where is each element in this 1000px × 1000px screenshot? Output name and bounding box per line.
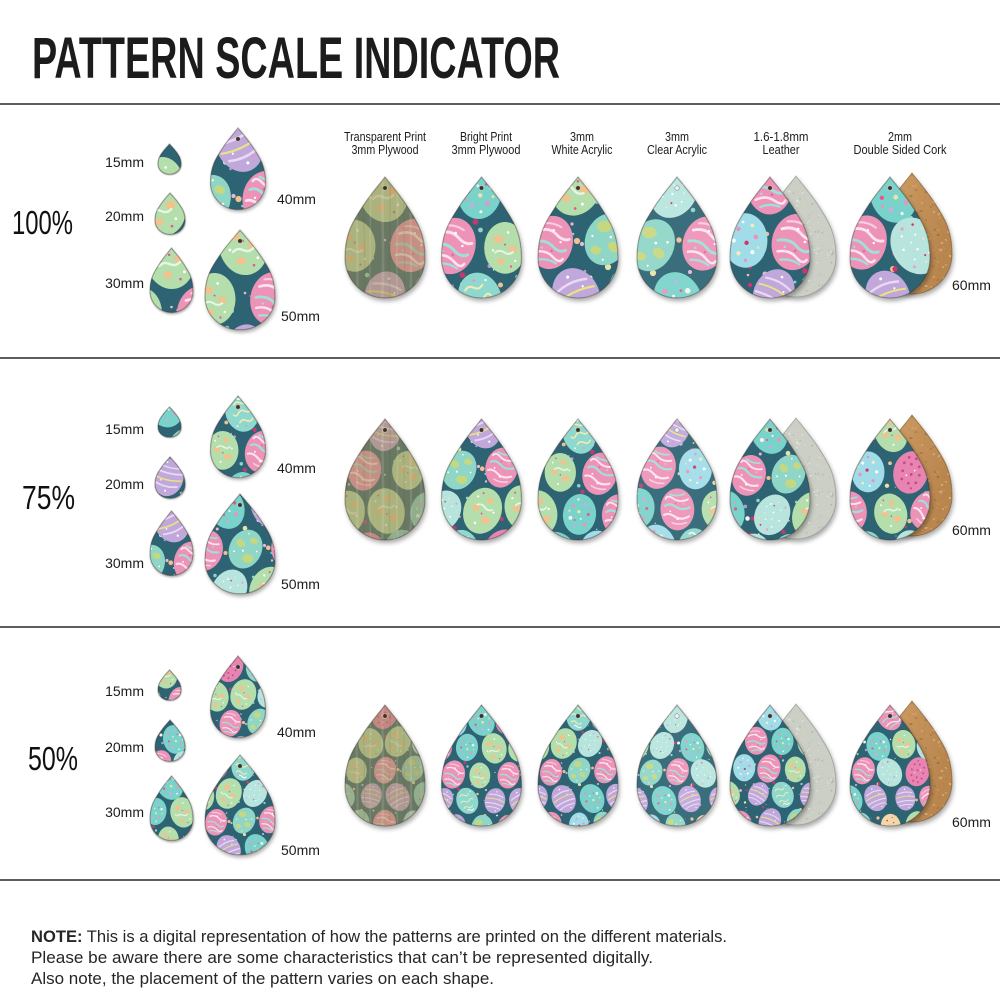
svg-text:Bright Print: Bright Print: [460, 130, 512, 144]
svg-text:30mm: 30mm: [105, 555, 144, 571]
svg-text:60mm: 60mm: [952, 277, 991, 293]
svg-text:50%: 50%: [28, 740, 78, 777]
svg-text:75%: 75%: [22, 479, 75, 516]
svg-text:Leather: Leather: [763, 143, 800, 157]
svg-text:20mm: 20mm: [105, 208, 144, 224]
svg-text:60mm: 60mm: [952, 814, 991, 830]
svg-text:2mm: 2mm: [888, 130, 912, 144]
svg-text:PATTERN SCALE INDICATOR: PATTERN SCALE INDICATOR: [32, 26, 560, 91]
svg-text:50mm: 50mm: [281, 308, 320, 324]
svg-text:White Acrylic: White Acrylic: [552, 143, 613, 157]
svg-text:1.6-1.8mm: 1.6-1.8mm: [754, 130, 809, 144]
svg-text:Transparent Print: Transparent Print: [344, 130, 426, 144]
svg-text:20mm: 20mm: [105, 739, 144, 755]
svg-text:Clear Acrylic: Clear Acrylic: [647, 143, 707, 157]
svg-text:3mm Plywood: 3mm Plywood: [352, 143, 419, 157]
svg-text:3mm: 3mm: [570, 130, 594, 144]
svg-text:30mm: 30mm: [105, 804, 144, 820]
svg-text:40mm: 40mm: [277, 724, 316, 740]
svg-text:NOTE: This is a digital repres: NOTE: This is a digital representation o…: [31, 927, 727, 946]
svg-text:Double Sided Cork: Double Sided Cork: [854, 143, 948, 157]
svg-text:100%: 100%: [12, 204, 73, 241]
svg-text:50mm: 50mm: [281, 576, 320, 592]
svg-text:Also note, the placement of th: Also note, the placement of the pattern …: [31, 969, 494, 988]
svg-text:15mm: 15mm: [105, 421, 144, 437]
svg-text:Please be aware there are some: Please be aware there are some character…: [31, 948, 653, 967]
svg-text:20mm: 20mm: [105, 476, 144, 492]
svg-text:3mm: 3mm: [665, 130, 689, 144]
svg-text:50mm: 50mm: [281, 842, 320, 858]
svg-text:15mm: 15mm: [105, 154, 144, 170]
svg-text:3mm Plywood: 3mm Plywood: [452, 143, 521, 157]
svg-text:30mm: 30mm: [105, 275, 144, 291]
svg-text:60mm: 60mm: [952, 522, 991, 538]
svg-text:15mm: 15mm: [105, 683, 144, 699]
svg-text:40mm: 40mm: [277, 191, 316, 207]
svg-text:40mm: 40mm: [277, 460, 316, 476]
